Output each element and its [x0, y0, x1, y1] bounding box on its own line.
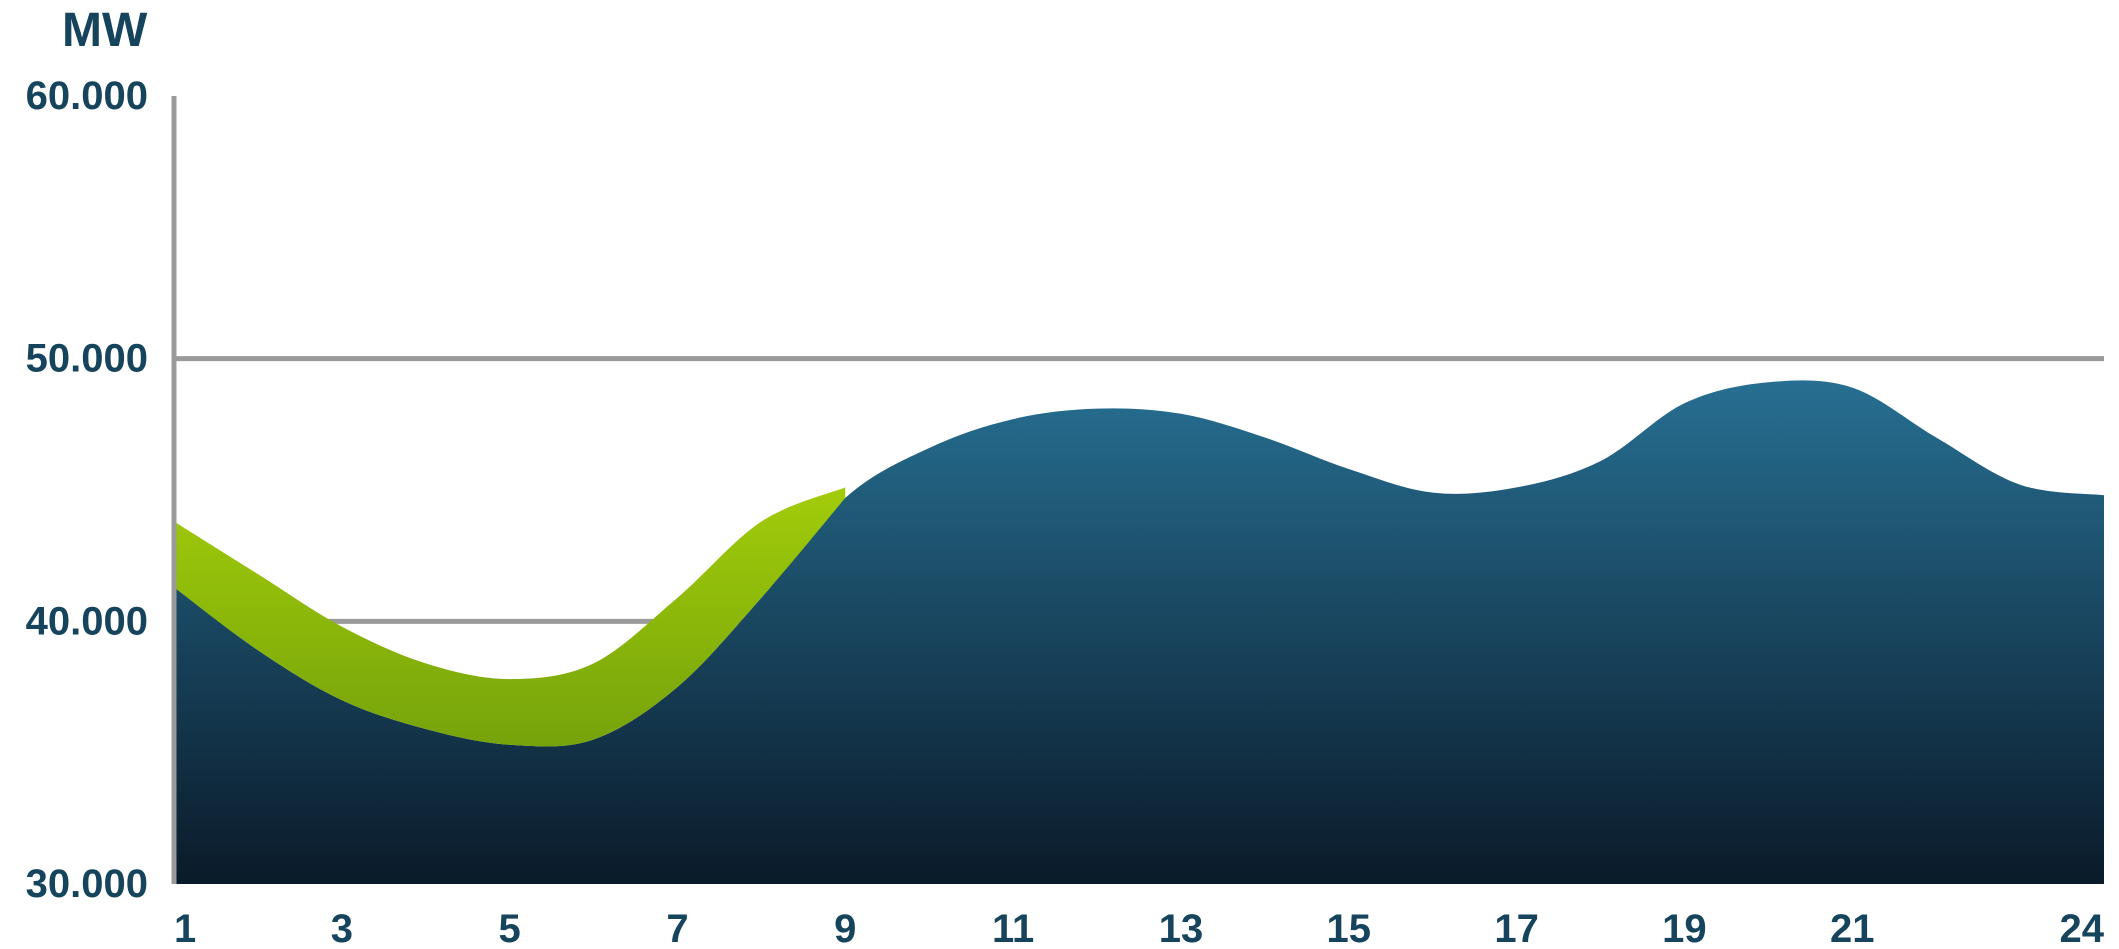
x-tick-label: 21: [1830, 907, 1875, 949]
x-tick-label: 13: [1159, 907, 1204, 949]
x-tick-label: 3: [331, 907, 353, 949]
y-tick-labels: 30.000 40.000 50.000 60.000: [26, 74, 148, 906]
area-layer: [174, 380, 2104, 884]
y-tick-label: 40.000: [26, 599, 148, 643]
x-tick-label: 7: [666, 907, 688, 949]
y-tick-label: 30.000: [26, 862, 148, 906]
x-tick-label: 1: [174, 907, 196, 949]
x-tick-labels: 1 3 5 7 9 11 13 15 17 19 21 24: [174, 907, 2105, 949]
x-tick-label: 15: [1327, 907, 1372, 949]
x-tick-label: 9: [834, 907, 856, 949]
x-tick-label: 11: [992, 907, 1034, 949]
green-band-series: [174, 487, 846, 747]
y-axis-title: MW: [62, 4, 148, 57]
y-tick-label: 60.000: [26, 74, 148, 118]
y-tick-label: 50.000: [26, 337, 148, 381]
main-area-series: [174, 380, 2104, 884]
x-tick-label: 17: [1494, 907, 1539, 949]
x-tick-label: 19: [1662, 907, 1707, 949]
x-tick-label: 24: [2060, 907, 2105, 949]
x-tick-label: 5: [499, 907, 521, 949]
